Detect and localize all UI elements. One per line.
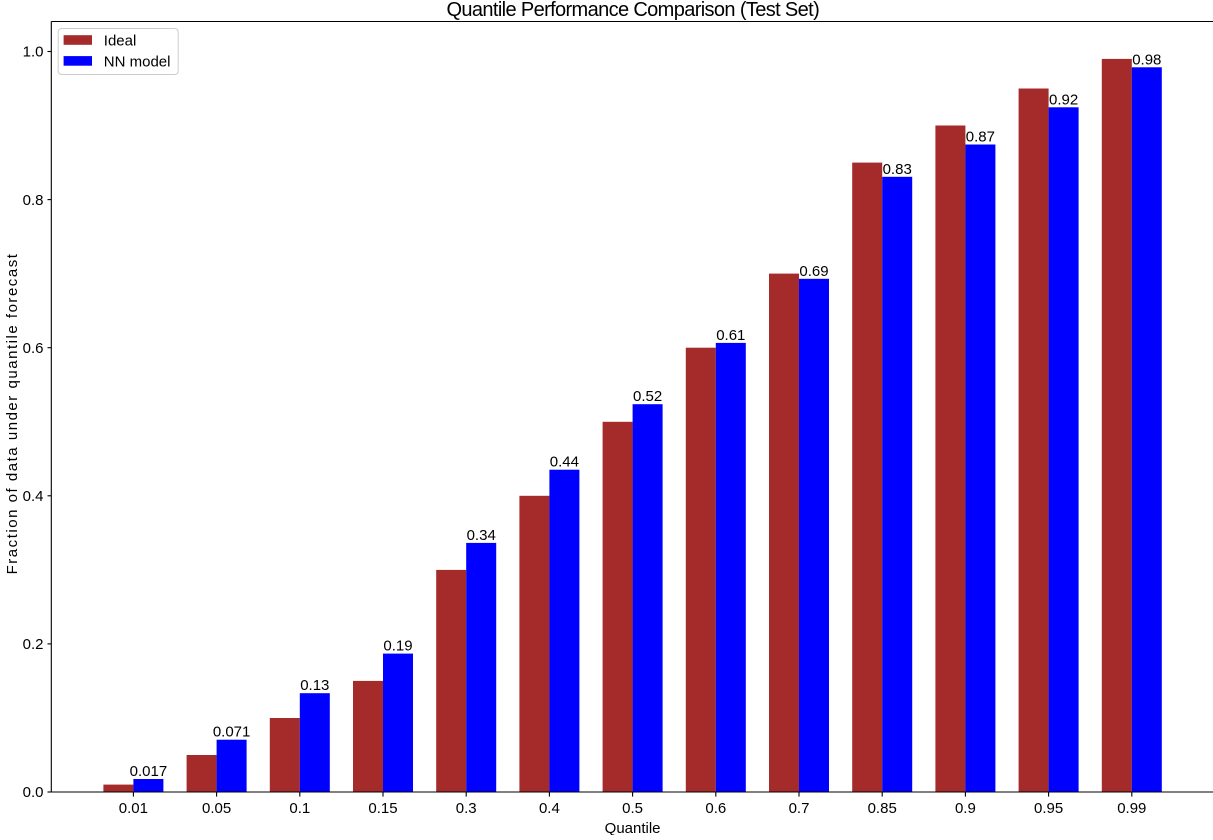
svg-text:0.5: 0.5 (622, 800, 643, 817)
svg-text:0.98: 0.98 (1132, 51, 1161, 68)
svg-text:0.05: 0.05 (202, 800, 231, 817)
svg-text:0.01: 0.01 (119, 800, 148, 817)
svg-text:0.15: 0.15 (368, 800, 397, 817)
svg-text:0.3: 0.3 (456, 800, 477, 817)
svg-text:0.0: 0.0 (23, 784, 44, 801)
svg-text:Quantile Performance Compariso: Quantile Performance Comparison (Test Se… (447, 0, 820, 21)
svg-text:0.34: 0.34 (467, 527, 496, 544)
svg-text:Quantile: Quantile (605, 820, 661, 835)
svg-text:0.61: 0.61 (716, 327, 745, 344)
svg-text:0.071: 0.071 (213, 724, 251, 741)
svg-text:Ideal: Ideal (104, 32, 137, 49)
svg-text:0.69: 0.69 (799, 263, 828, 280)
svg-text:0.2: 0.2 (23, 636, 44, 653)
svg-text:0.017: 0.017 (130, 763, 168, 780)
svg-text:NN model: NN model (104, 53, 171, 70)
svg-text:1.0: 1.0 (23, 44, 44, 61)
svg-text:0.1: 0.1 (289, 800, 310, 817)
svg-text:0.92: 0.92 (1049, 91, 1078, 108)
svg-text:0.99: 0.99 (1117, 800, 1146, 817)
svg-text:0.6: 0.6 (23, 340, 44, 357)
svg-text:0.83: 0.83 (883, 161, 912, 178)
svg-text:0.9: 0.9 (955, 800, 976, 817)
svg-text:0.95: 0.95 (1034, 800, 1063, 817)
svg-text:0.44: 0.44 (550, 454, 579, 471)
svg-text:0.8: 0.8 (23, 192, 44, 209)
svg-text:0.87: 0.87 (966, 129, 995, 146)
svg-text:0.19: 0.19 (383, 638, 412, 655)
svg-text:0.85: 0.85 (868, 800, 897, 817)
svg-text:0.6: 0.6 (705, 800, 726, 817)
svg-text:0.4: 0.4 (23, 488, 44, 505)
svg-text:0.7: 0.7 (789, 800, 810, 817)
svg-text:Fraction of data under quantil: Fraction of data under quantile forecast (4, 253, 21, 575)
svg-text:0.13: 0.13 (300, 677, 329, 694)
svg-text:0.52: 0.52 (633, 388, 662, 405)
svg-text:0.4: 0.4 (539, 800, 560, 817)
